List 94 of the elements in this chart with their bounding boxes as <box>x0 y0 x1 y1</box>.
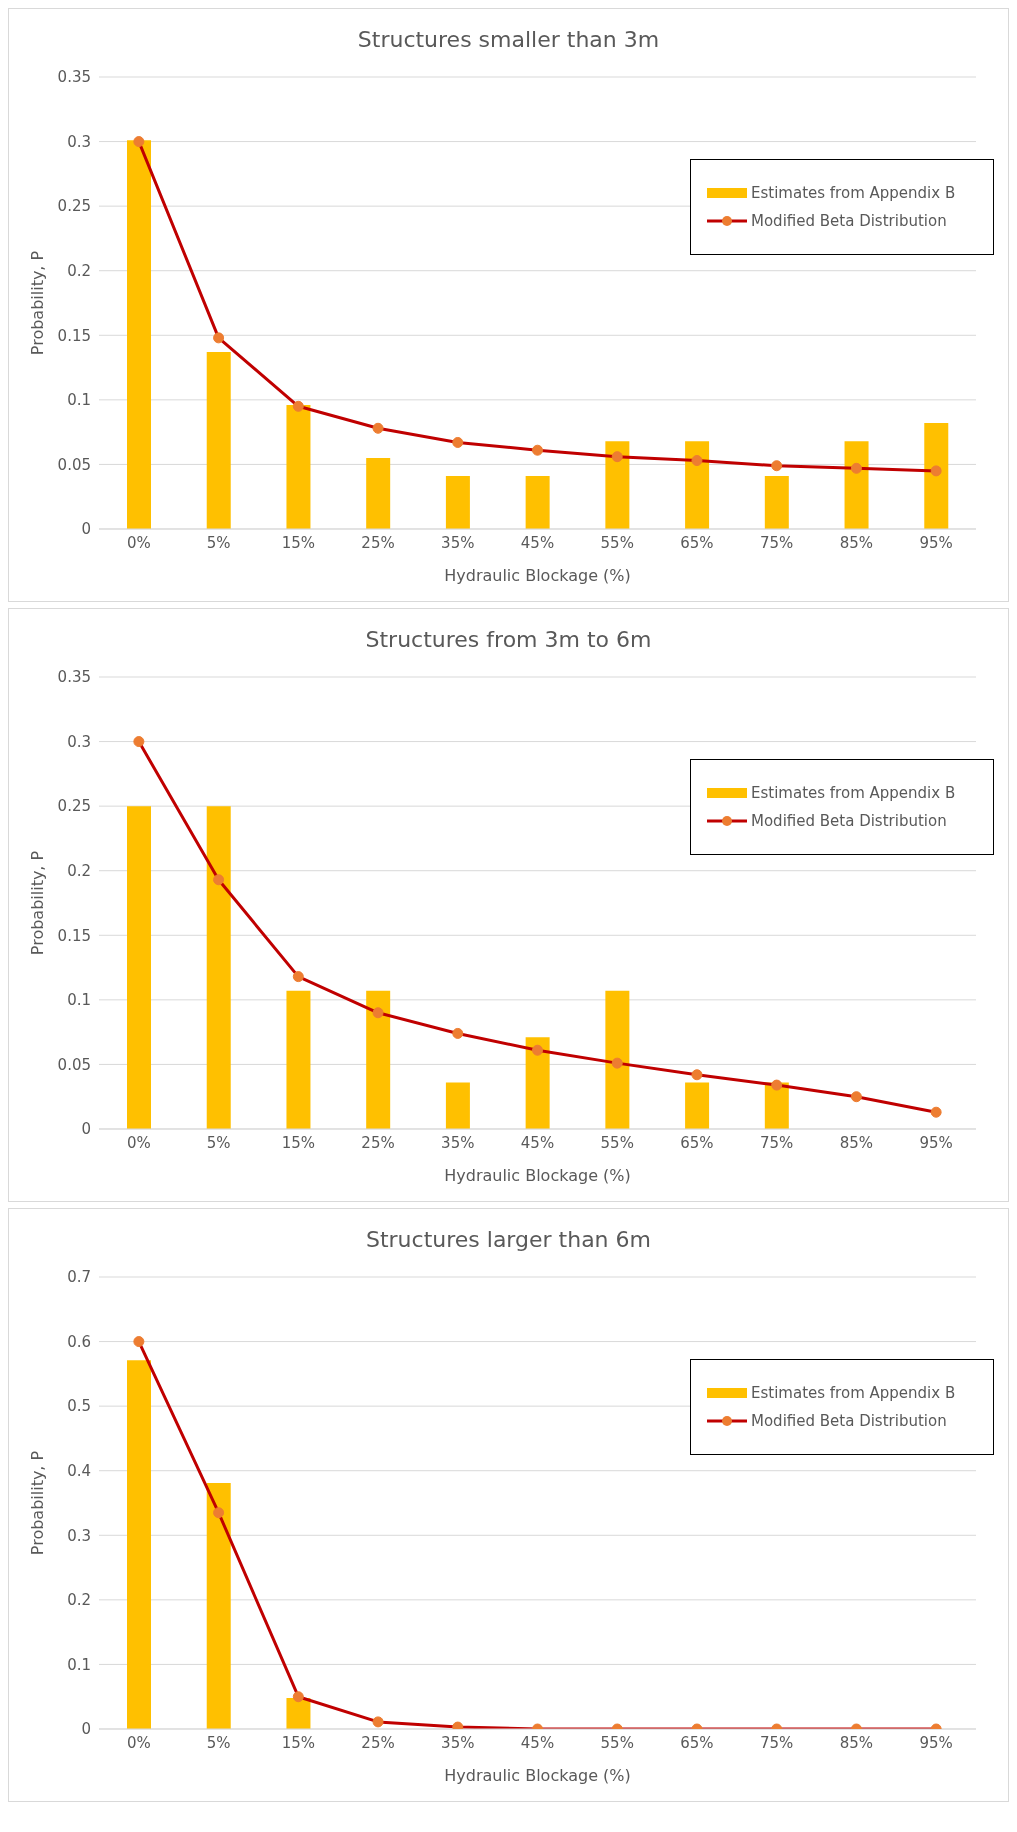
y-tick-label: 0.6 <box>67 1332 91 1351</box>
x-tick-label: 65% <box>680 1733 714 1752</box>
bar <box>366 990 391 1129</box>
x-tick-label: 85% <box>839 1133 874 1152</box>
bar <box>525 1037 550 1129</box>
x-tick-label: 75% <box>760 533 794 552</box>
bar <box>445 476 470 529</box>
bar <box>286 990 311 1129</box>
x-axis-title: Hydraulic Blockage (%) <box>444 1766 631 1785</box>
y-tick-label: 0.7 <box>67 1268 91 1287</box>
bar <box>127 140 151 529</box>
bar <box>685 1082 710 1129</box>
bar <box>764 476 789 529</box>
x-tick-label: 35% <box>441 533 475 552</box>
x-tick-label: 25% <box>361 533 395 552</box>
bar <box>127 1360 151 1729</box>
y-tick-label: 0.05 <box>57 1055 91 1074</box>
x-tick-label: 45% <box>520 1133 555 1152</box>
y-axis-title: Probability, P <box>27 850 47 956</box>
x-tick-label: 0% <box>126 1733 151 1752</box>
x-tick-label: 0% <box>126 1133 151 1152</box>
bar <box>206 806 231 1129</box>
x-tick-label: 85% <box>839 533 874 552</box>
bar <box>206 1482 231 1729</box>
x-tick-label: 75% <box>760 1133 794 1152</box>
legend-label: Estimates from Appendix B <box>751 184 956 202</box>
x-tick-label: 55% <box>600 1133 634 1152</box>
y-tick-label: 0.1 <box>67 391 91 410</box>
x-tick-label: 45% <box>520 533 555 552</box>
x-tick-label: 35% <box>441 1133 475 1152</box>
y-tick-label: 0.4 <box>67 1462 91 1481</box>
y-tick-label: 0.35 <box>57 668 91 687</box>
x-axis-title: Hydraulic Blockage (%) <box>444 566 631 585</box>
y-tick-label: 0.35 <box>57 68 91 87</box>
bar <box>286 405 311 529</box>
bar <box>605 990 630 1129</box>
x-tick-label: 85% <box>839 1733 874 1752</box>
legend-label: Estimates from Appendix B <box>751 1384 956 1402</box>
y-tick-label: 0.1 <box>67 1655 91 1674</box>
y-tick-label: 0.3 <box>67 1526 91 1545</box>
y-tick-label: 0.05 <box>57 455 91 474</box>
y-tick-label: 0.1 <box>67 991 91 1010</box>
x-tick-label: 0% <box>126 533 151 552</box>
bar <box>206 352 231 529</box>
bar <box>127 806 151 1129</box>
legend-label: Modified Beta Distribution <box>751 1412 947 1430</box>
legend-label: Modified Beta Distribution <box>751 812 947 830</box>
x-tick-label: 75% <box>760 1733 794 1752</box>
y-tick-label: 0.25 <box>57 797 91 816</box>
y-axis-title: Probability, P <box>27 1450 47 1556</box>
y-tick-label: 0.3 <box>67 732 91 751</box>
x-tick-label: 25% <box>361 1133 395 1152</box>
legend-label: Modified Beta Distribution <box>751 212 947 230</box>
x-tick-label: 55% <box>600 533 634 552</box>
bar <box>286 1698 311 1729</box>
y-tick-label: 0 <box>81 1120 91 1139</box>
y-tick-label: 0 <box>81 520 91 539</box>
x-tick-label: 65% <box>680 533 714 552</box>
x-tick-label: 5% <box>206 1733 231 1752</box>
y-tick-label: 0.15 <box>57 326 91 345</box>
x-tick-label: 35% <box>441 1733 475 1752</box>
bar <box>605 441 630 529</box>
y-tick-label: 0.2 <box>67 862 91 881</box>
bar <box>366 457 391 529</box>
x-axis-title: Hydraulic Blockage (%) <box>444 1166 631 1185</box>
chart-title: Structures from 3m to 6m <box>364 626 653 654</box>
y-tick-label: 0.3 <box>67 132 91 151</box>
x-tick-label: 5% <box>206 1133 231 1152</box>
bar <box>445 1082 470 1129</box>
bar <box>525 476 550 529</box>
x-tick-label: 95% <box>919 1733 953 1752</box>
x-tick-label: 95% <box>919 533 953 552</box>
x-tick-label: 65% <box>680 1133 714 1152</box>
x-tick-label: 55% <box>600 1733 634 1752</box>
y-tick-label: 0.2 <box>67 262 91 281</box>
bar <box>685 441 710 529</box>
x-tick-label: 15% <box>281 1133 315 1152</box>
x-tick-label: 15% <box>281 533 315 552</box>
x-tick-label: 45% <box>520 1733 555 1752</box>
y-tick-label: 0.5 <box>67 1397 91 1416</box>
chart-title: Structures larger than 6m <box>365 1226 652 1254</box>
y-tick-label: 0.25 <box>57 197 91 216</box>
x-tick-label: 15% <box>281 1733 315 1752</box>
x-tick-label: 95% <box>919 1133 953 1152</box>
y-axis-title: Probability, P <box>27 250 47 356</box>
bar <box>924 423 949 529</box>
y-tick-label: 0.2 <box>67 1591 91 1610</box>
y-tick-label: 0.15 <box>57 926 91 945</box>
x-tick-label: 5% <box>206 533 231 552</box>
legend-label: Estimates from Appendix B <box>751 784 956 802</box>
chart-title: Structures smaller than 3m <box>356 26 661 54</box>
y-tick-label: 0 <box>81 1720 91 1739</box>
bar <box>844 441 869 529</box>
x-tick-label: 25% <box>361 1733 395 1752</box>
